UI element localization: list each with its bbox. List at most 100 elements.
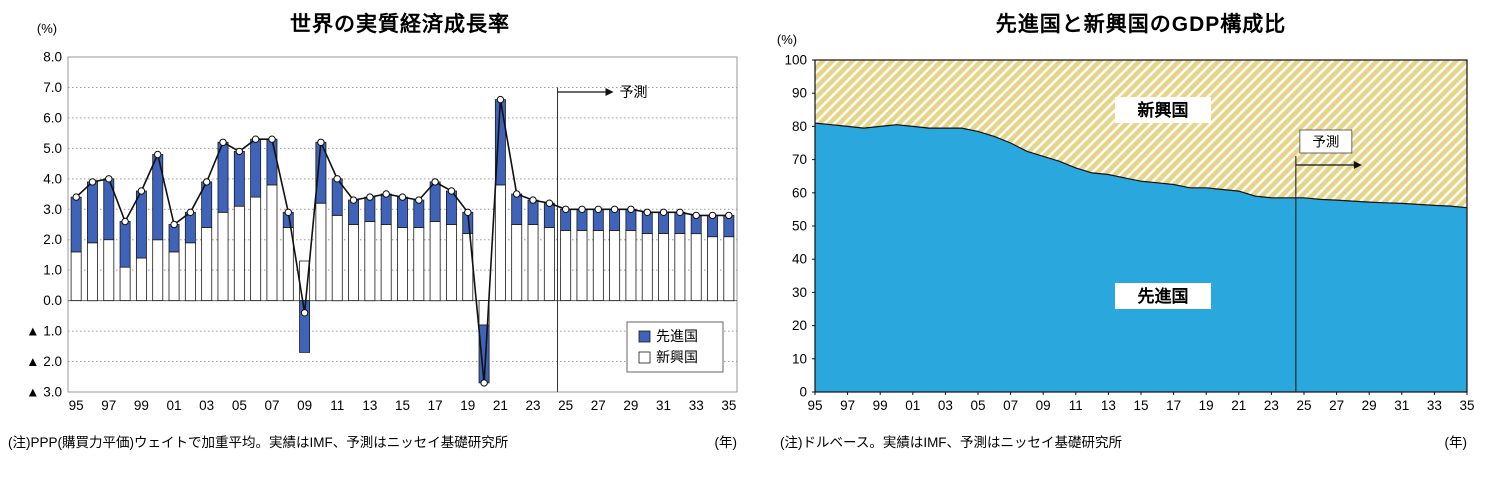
growth-chart-plot: 8.0 7.0 6.0 5.0 4.0 3.0 2.0 1.0 0.0 ▲ 1.0 ▲ 2.0 ▲ 3… xyxy=(26,21,738,413)
gdp-share-title: 先進国と新興国のGDP構成比 xyxy=(995,13,1287,36)
y-axis-unit: (%) xyxy=(777,32,797,47)
svg-text:95: 95 xyxy=(807,398,822,413)
svg-text:27: 27 xyxy=(591,398,606,413)
growth-chart-title: 世界の実質経済成長率 xyxy=(290,13,510,36)
gdp-share-year-unit: (年) xyxy=(1444,435,1468,450)
world-total-markers xyxy=(72,95,733,387)
svg-text:5.0: 5.0 xyxy=(43,141,62,156)
svg-text:60: 60 xyxy=(792,185,807,200)
svg-text:35: 35 xyxy=(1459,398,1474,413)
svg-text:19: 19 xyxy=(460,398,475,413)
svg-text:95: 95 xyxy=(69,398,84,413)
svg-text:90: 90 xyxy=(792,86,807,101)
share-boundary-line xyxy=(814,122,1468,209)
svg-text:2.0: 2.0 xyxy=(43,232,62,247)
svg-text:▲ 1.0: ▲ 1.0 xyxy=(26,324,62,339)
gdp-share-footer: (注)ドルベース。実績はIMF、予測はニッセイ基礎研究所 (年) xyxy=(780,431,1467,451)
developed-label-box xyxy=(1115,283,1211,309)
svg-text:10: 10 xyxy=(792,351,807,366)
legend-swatch-developed xyxy=(638,330,651,343)
forecast-arrowhead xyxy=(605,88,614,97)
svg-text:31: 31 xyxy=(1394,398,1409,413)
emerging-label-box xyxy=(1115,97,1211,123)
svg-text:▲ 3.0: ▲ 3.0 xyxy=(26,385,62,400)
developed-label: 先進国 xyxy=(1138,286,1189,306)
svg-text:97: 97 xyxy=(840,398,855,413)
y-axis-labels: 0 10 20 30 40 50 60 70 80 90 100 xyxy=(784,53,815,400)
svg-text:29: 29 xyxy=(1362,398,1377,413)
gdp-share-plot: 0 10 20 30 40 50 60 70 80 90 100 (%) 95 97 99 01 03 05 07 0… xyxy=(777,32,1475,413)
svg-text:40: 40 xyxy=(792,252,807,267)
svg-text:1.0: 1.0 xyxy=(43,263,62,278)
svg-text:99: 99 xyxy=(873,398,888,413)
svg-text:05: 05 xyxy=(232,398,247,413)
developed-area xyxy=(815,123,1467,392)
legend-swatch-emerging xyxy=(638,351,651,364)
svg-text:70: 70 xyxy=(792,152,807,167)
svg-text:05: 05 xyxy=(970,398,985,413)
y-axis-labels: 8.0 7.0 6.0 5.0 4.0 3.0 2.0 1.0 0.0 ▲ 1.0 ▲ 2.0 ▲ 3… xyxy=(26,50,62,400)
svg-text:11: 11 xyxy=(330,398,344,413)
svg-text:09: 09 xyxy=(297,398,312,413)
svg-text:25: 25 xyxy=(558,398,573,413)
svg-text:07: 07 xyxy=(1003,398,1018,413)
growth-chart-note: (注)PPP(購買力平価)ウェイトで加重平均。実績はIMF、予測はニッセイ基礎研… xyxy=(8,435,509,450)
svg-text:0.0: 0.0 xyxy=(43,293,62,308)
svg-text:97: 97 xyxy=(101,398,116,413)
growth-chart-footer: (注)PPP(購買力平価)ウェイトで加重平均。実績はIMF、予測はニッセイ基礎研… xyxy=(8,431,737,451)
svg-text:17: 17 xyxy=(428,398,443,413)
svg-text:8.0: 8.0 xyxy=(43,50,62,65)
gdp-share-panel: 0 10 20 30 40 50 60 70 80 90 100 (%) 95 97 99 01 03 05 07 0… xyxy=(755,0,1505,490)
svg-text:03: 03 xyxy=(199,398,214,413)
svg-text:4.0: 4.0 xyxy=(43,171,62,186)
svg-text:3.0: 3.0 xyxy=(43,202,62,217)
forecast-label: 予測 xyxy=(620,84,648,100)
growth-chart-year-unit: (年) xyxy=(714,435,738,450)
svg-text:09: 09 xyxy=(1036,398,1051,413)
legend-label-developed: 先進国 xyxy=(656,328,698,344)
svg-text:27: 27 xyxy=(1329,398,1344,413)
svg-text:29: 29 xyxy=(623,398,638,413)
svg-text:17: 17 xyxy=(1166,398,1181,413)
svg-text:25: 25 xyxy=(1296,398,1311,413)
svg-text:33: 33 xyxy=(689,398,704,413)
svg-text:80: 80 xyxy=(792,119,807,134)
emerging-label: 新興国 xyxy=(1138,100,1189,120)
svg-text:01: 01 xyxy=(905,398,920,413)
gdp-share-note: (注)ドルベース。実績はIMF、予測はニッセイ基礎研究所 xyxy=(780,435,1123,450)
x-axis-labels: 95 97 99 01 03 05 07 09 11 13 15 17 19 21 23 25 27 29 31 33… xyxy=(69,398,737,413)
svg-text:03: 03 xyxy=(938,398,953,413)
growth-chart-panel: 8.0 7.0 6.0 5.0 4.0 3.0 2.0 1.0 0.0 ▲ 1.0 ▲ 2.0 ▲ 3… xyxy=(8,13,738,451)
svg-text:23: 23 xyxy=(526,398,541,413)
svg-text:99: 99 xyxy=(134,398,149,413)
legend-label-emerging: 新興国 xyxy=(656,349,698,365)
svg-text:0: 0 xyxy=(799,385,807,400)
svg-text:33: 33 xyxy=(1427,398,1442,413)
forecast-label-box xyxy=(1299,129,1353,154)
svg-text:13: 13 xyxy=(1101,398,1116,413)
plot-frame xyxy=(67,56,738,393)
forecast-label: 予測 xyxy=(1312,135,1339,150)
svg-text:30: 30 xyxy=(792,285,807,300)
svg-text:35: 35 xyxy=(721,398,736,413)
svg-text:100: 100 xyxy=(784,53,807,68)
svg-text:07: 07 xyxy=(264,398,279,413)
svg-text:23: 23 xyxy=(1264,398,1279,413)
forecast-marker: 予測 xyxy=(557,84,648,392)
x-axis-labels: 95 97 99 01 03 05 07 09 11 13 15 17 19 21 23 25 27 29 31 33… xyxy=(807,392,1475,413)
y-axis-unit: (%) xyxy=(37,21,57,36)
svg-text:15: 15 xyxy=(395,398,410,413)
svg-text:20: 20 xyxy=(792,318,807,333)
svg-text:13: 13 xyxy=(362,398,377,413)
svg-text:21: 21 xyxy=(1231,398,1246,413)
svg-text:6.0: 6.0 xyxy=(43,110,62,125)
forecast-arrowhead xyxy=(1353,161,1362,169)
svg-text:01: 01 xyxy=(167,398,182,413)
svg-text:50: 50 xyxy=(792,219,807,234)
forecast-marker: 予測 xyxy=(1295,129,1362,392)
svg-text:15: 15 xyxy=(1133,398,1148,413)
svg-text:11: 11 xyxy=(1069,398,1083,413)
contribution-bars xyxy=(70,99,735,384)
